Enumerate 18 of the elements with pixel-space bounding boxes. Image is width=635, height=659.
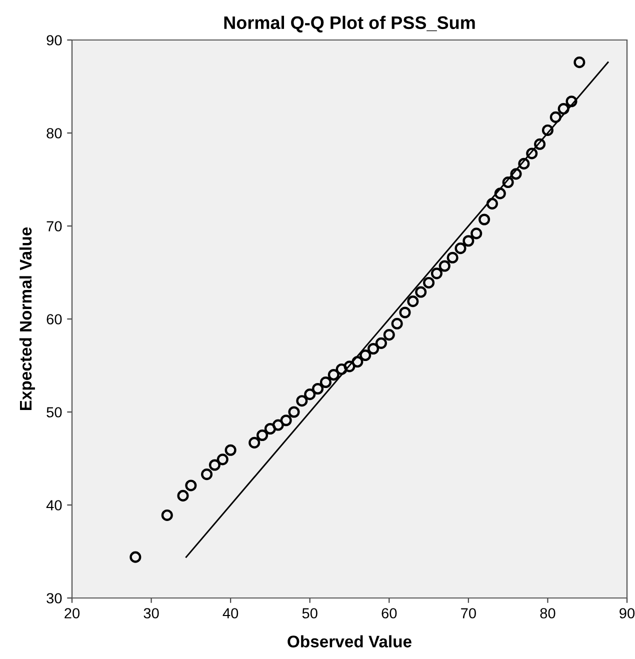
x-tick-label: 80	[540, 608, 556, 618]
x-tick-label: 40	[222, 608, 238, 618]
x-tick-label: 60	[382, 608, 397, 618]
y-tick-label: 80	[46, 128, 62, 138]
y-tick-label: 70	[46, 221, 62, 232]
y-tick-label: 60	[46, 314, 62, 324]
y-axis-title: Expected Normal Value	[19, 227, 35, 410]
chart-title: Normal Q-Q Plot of PSS_Sum	[224, 16, 475, 32]
x-tick-label: 90	[620, 608, 635, 618]
x-tick-label: 50	[302, 608, 318, 618]
x-tick-label: 70	[461, 608, 476, 618]
x-tick-label: 20	[64, 608, 80, 618]
y-tick-label: 90	[46, 35, 62, 46]
x-tick-label: 30	[144, 608, 159, 618]
x-axis-title: Observed Value	[288, 635, 412, 648]
y-tick-label: 50	[46, 407, 62, 418]
y-tick-label: 30	[46, 593, 62, 604]
y-tick-label: 40	[46, 500, 62, 510]
